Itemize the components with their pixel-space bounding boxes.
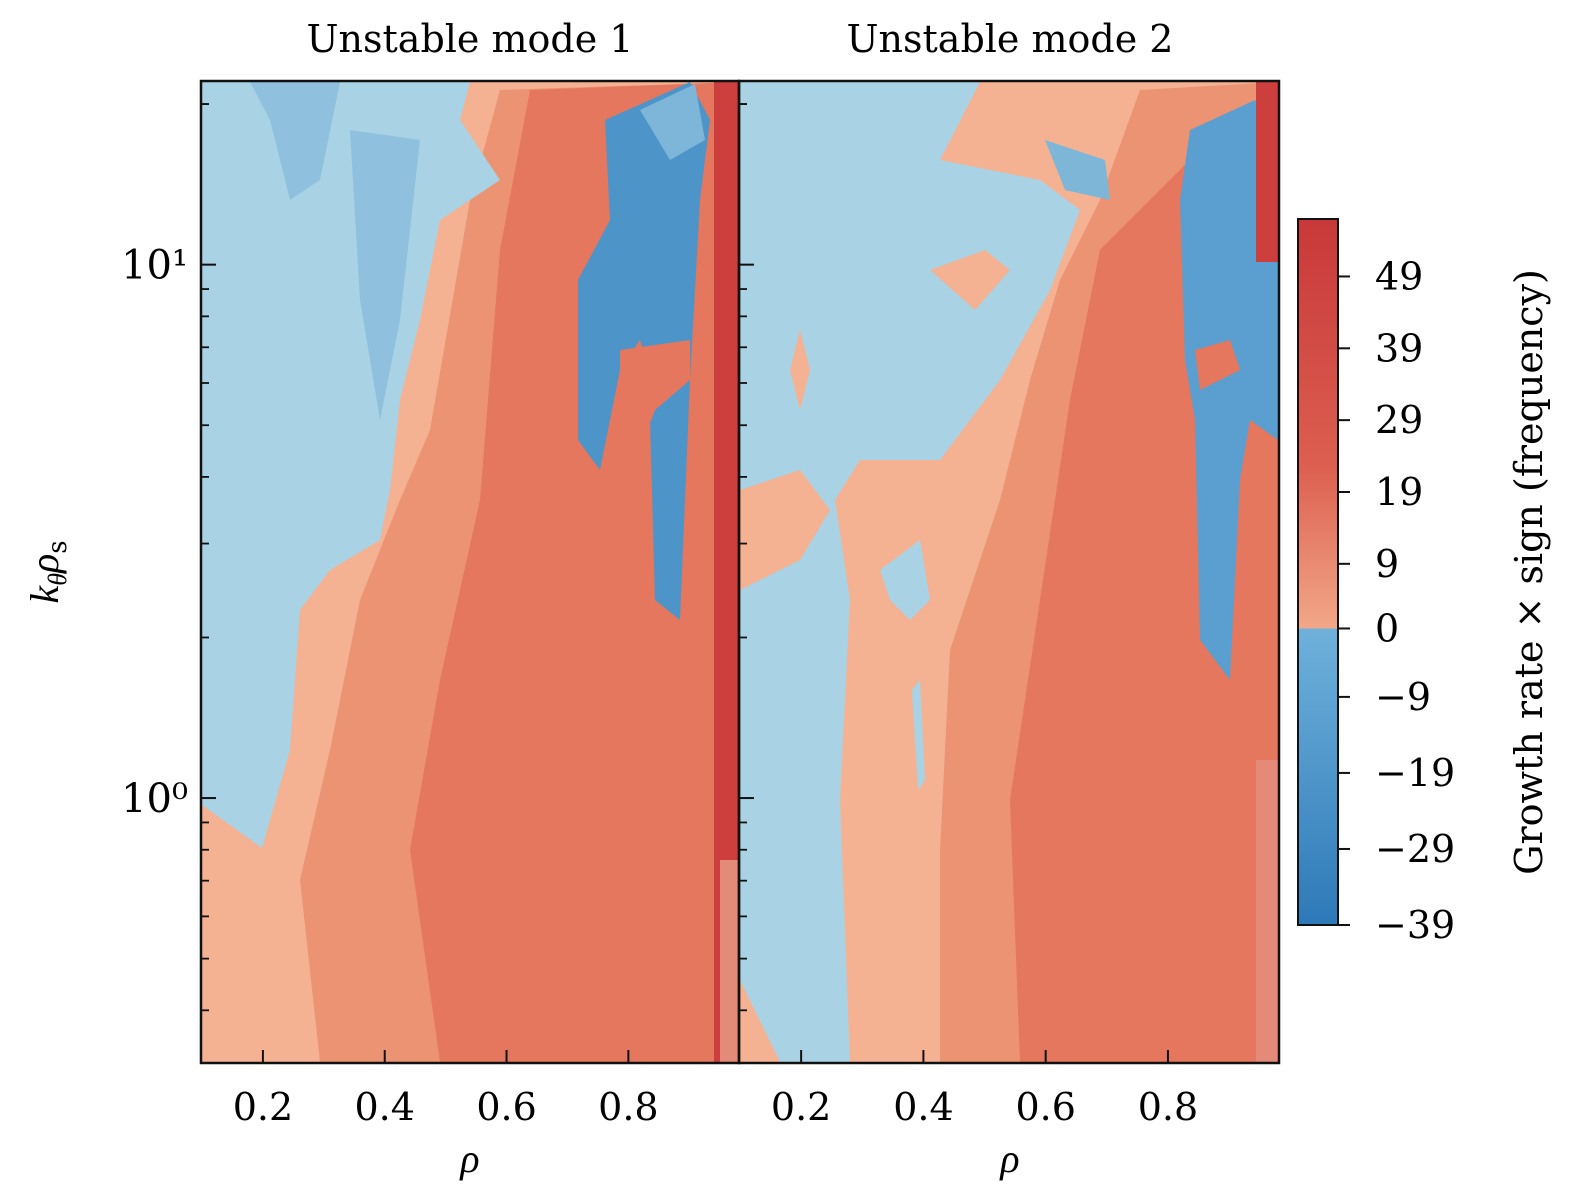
y-tick-label-1: 10¹	[121, 243, 188, 289]
x-tick-label-1-2: 0.6	[476, 1085, 536, 1129]
panel2-frame	[737, 79, 1281, 1065]
panel2-region-red-notch	[1195, 340, 1240, 390]
heatmap-panel-2	[740, 82, 1278, 1062]
panel2-xlabel: ρ	[998, 1136, 1019, 1181]
panel1-region-edge-pink	[720, 860, 738, 1062]
colorbar-tick-label-9: −39	[1375, 903, 1455, 947]
y-axis-label: kθρs	[22, 540, 73, 603]
y-tick-label-0: 10⁰	[121, 776, 188, 822]
panel1-region-blue-streak	[250, 82, 340, 200]
panel2-region-blue-spike	[1045, 140, 1110, 200]
panel1-region-light-blue	[202, 82, 500, 848]
panel1-region-blue-streak-2	[350, 130, 420, 420]
x-tick-label-1-3: 0.8	[598, 1085, 658, 1129]
panel2-region-blue-hole-1	[880, 540, 930, 620]
heatmap-panel-1	[202, 82, 738, 1062]
colorbar-tick-label-5: 0	[1375, 606, 1399, 650]
panel2-region-salmon-islet-1	[930, 250, 1010, 310]
axis-tick-labels: 0.2 0.4 0.6 0.8 10⁰ 10¹ 0.2 0.4 0.6 0.8	[121, 243, 1198, 1129]
panel1-region-blue-right-light	[640, 84, 705, 160]
colorbar-tick-label-0: 49	[1375, 254, 1423, 298]
x-tick-label-1-1: 0.4	[355, 1085, 415, 1129]
panel2-region-salmon-islet-2	[790, 330, 810, 410]
x-tick-label-2-1: 0.4	[893, 1085, 953, 1129]
x-tick-label-2-2: 0.6	[1015, 1085, 1075, 1129]
colorbar-tick-label-2: 29	[1375, 398, 1423, 442]
colorbar-tick-label-3: 19	[1375, 470, 1423, 514]
colorbar-label: Growth rate × sign (frequency)	[1507, 269, 1551, 875]
colorbar-tick-label-6: −9	[1375, 675, 1431, 719]
colorbar-tick-label-8: −29	[1375, 827, 1455, 871]
panel2-region-salmon-left	[740, 470, 830, 590]
x-tick-label-1-0: 0.2	[233, 1085, 293, 1129]
colorbar-ticks: 49 39 29 19 9 0 −9 −19 −29 −39	[1338, 254, 1455, 947]
colorbar-tick-label-4: 9	[1375, 542, 1399, 586]
colorbar-gradient	[1297, 218, 1339, 926]
x-tick-label-2-3: 0.8	[1138, 1085, 1198, 1129]
panel2-region-blue-hole-2	[912, 680, 925, 790]
panel2-title: Unstable mode 2	[847, 17, 1174, 61]
panel2-region-edge-red	[1256, 82, 1278, 262]
axis-ticks	[202, 103, 1169, 1062]
colorbar-tick-label-7: −19	[1375, 751, 1455, 795]
panel2-region-blue-right	[1180, 100, 1278, 680]
panel2-region-salmon-bottom	[740, 980, 780, 1062]
panel2-region-edge-pink	[1256, 760, 1278, 1062]
panel1-xlabel: ρ	[458, 1136, 479, 1181]
panel1-region-red-notch	[620, 340, 690, 450]
colorbar-tick-label-1: 39	[1375, 326, 1423, 370]
x-tick-label-2-0: 0.2	[771, 1085, 831, 1129]
panel1-title: Unstable mode 1	[307, 17, 634, 61]
